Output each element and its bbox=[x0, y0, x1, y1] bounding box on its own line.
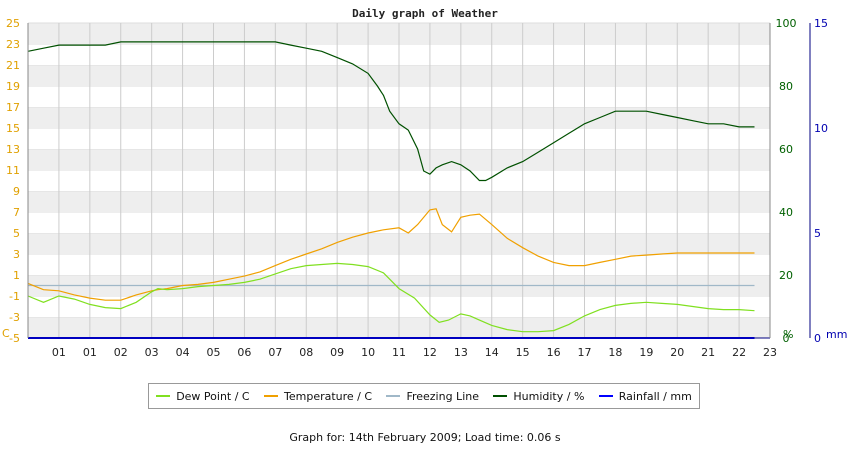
axis-ticks: 252321191715131197531-1-3-51008060402001… bbox=[6, 17, 828, 359]
legend-label: Dew Point / C bbox=[176, 389, 250, 403]
chart-legend: Dew Point / C Temperature / C Freezing Lin… bbox=[148, 383, 700, 409]
chart-footer: Graph for: 14th February 2009; Load time… bbox=[289, 431, 561, 444]
x-tick-label: 13 bbox=[454, 346, 468, 359]
humidity-tick-label: 60 bbox=[779, 143, 793, 156]
legend-swatch bbox=[156, 395, 171, 397]
humidity-tick-label: 100 bbox=[776, 17, 797, 30]
x-tick-label: 11 bbox=[392, 346, 406, 359]
legend-item: Temperature / C bbox=[264, 390, 372, 403]
x-tick-label: 17 bbox=[578, 346, 592, 359]
humidity-tick-label: 80 bbox=[779, 80, 793, 93]
x-tick-label: 21 bbox=[701, 346, 715, 359]
x-tick-label: 20 bbox=[670, 346, 684, 359]
chart-title: Daily graph of Weather bbox=[352, 7, 498, 20]
x-tick-label: 12 bbox=[423, 346, 437, 359]
legend-swatch bbox=[264, 395, 278, 397]
legend-swatch bbox=[598, 395, 613, 397]
x-tick-label: 06 bbox=[237, 346, 251, 359]
humidity-tick-label: 0 bbox=[783, 332, 790, 345]
rainfall-tick-label: 15 bbox=[814, 17, 828, 30]
x-tick-label: 15 bbox=[516, 346, 530, 359]
left-tick-label: 15 bbox=[6, 122, 20, 135]
left-tick-label: 7 bbox=[13, 206, 20, 219]
legend-item: Rainfall / mm bbox=[598, 389, 692, 403]
left-tick-label: -1 bbox=[9, 290, 20, 303]
rainfall-unit-label: mm bbox=[826, 328, 847, 341]
humidity-unit-label: % bbox=[783, 328, 793, 341]
rainfall-tick-label: 0 bbox=[814, 332, 821, 345]
left-tick-label: 11 bbox=[6, 164, 20, 177]
x-tick-label: 09 bbox=[330, 346, 344, 359]
x-tick-label: 02 bbox=[114, 346, 128, 359]
left-tick-label: 17 bbox=[6, 101, 20, 114]
x-tick-label: 07 bbox=[268, 346, 282, 359]
x-tick-label: 01 bbox=[83, 346, 97, 359]
legend-label: Temperature / C bbox=[284, 389, 373, 403]
legend-label: Rainfall / mm bbox=[618, 389, 692, 403]
left-tick-label: 25 bbox=[6, 17, 20, 30]
x-tick-label: 14 bbox=[485, 346, 499, 359]
rainfall-tick-label: 10 bbox=[814, 122, 828, 135]
legend-swatch bbox=[386, 395, 401, 397]
legend-item: Dew Point / C bbox=[156, 389, 250, 403]
x-tick-label: 03 bbox=[145, 346, 159, 359]
left-tick-label: 21 bbox=[6, 59, 20, 72]
left-tick-label: 13 bbox=[6, 143, 20, 156]
series-line-humidity bbox=[27, 41, 755, 182]
humidity-tick-label: 20 bbox=[779, 269, 793, 282]
humidity-tick-label: 40 bbox=[779, 206, 793, 219]
x-tick-label: 05 bbox=[207, 346, 221, 359]
left-tick-label: -5 bbox=[9, 332, 20, 345]
legend-label: Humidity / % bbox=[513, 389, 585, 403]
x-tick-label: 18 bbox=[608, 346, 622, 359]
x-tick-label: 01 bbox=[52, 346, 66, 359]
x-tick-label: 04 bbox=[176, 346, 190, 359]
x-tick-label: 16 bbox=[547, 346, 561, 359]
x-tick-label: 19 bbox=[639, 346, 653, 359]
x-tick-label: 08 bbox=[299, 346, 313, 359]
left-tick-label: 23 bbox=[6, 38, 20, 51]
legend-item: Humidity / % bbox=[493, 390, 584, 403]
series-line-dew-point-c bbox=[27, 262, 755, 333]
legend-item: Freezing Line bbox=[386, 390, 479, 403]
series-lines bbox=[27, 41, 755, 339]
x-tick-label: 10 bbox=[361, 346, 375, 359]
left-unit-label: C bbox=[2, 327, 10, 340]
left-tick-label: 5 bbox=[13, 227, 20, 240]
legend-label: Freezing Line bbox=[406, 389, 479, 403]
rainfall-tick-label: 5 bbox=[814, 227, 821, 240]
x-tick-label: 22 bbox=[732, 346, 746, 359]
left-tick-label: 3 bbox=[13, 248, 20, 261]
legend-swatch bbox=[493, 395, 508, 397]
x-tick-label: 23 bbox=[763, 346, 777, 359]
left-tick-label: -3 bbox=[9, 311, 20, 324]
left-tick-label: 1 bbox=[13, 269, 20, 282]
left-tick-label: 9 bbox=[13, 185, 20, 198]
left-tick-label: 19 bbox=[6, 80, 20, 93]
